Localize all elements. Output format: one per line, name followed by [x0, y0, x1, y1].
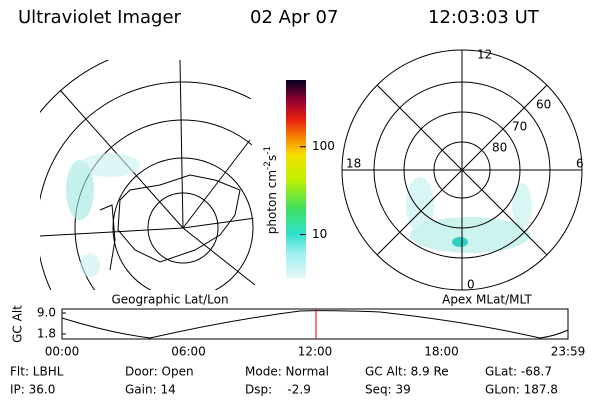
colorbar-tick-label: 100: [312, 139, 335, 153]
x-tick-label: 06:00: [171, 345, 206, 359]
geo-map: [40, 60, 255, 290]
orbit-curve: [61, 310, 569, 339]
info-field: Dsp: -2.9: [245, 383, 311, 397]
label-part: -1: [263, 146, 273, 155]
time: 12:03:03 UT: [428, 7, 540, 28]
colorbar-tick-label: 10: [312, 227, 327, 241]
x-tick-label: 00:00: [45, 345, 80, 359]
lat-label: 70: [512, 120, 527, 134]
info-field: Gain: 14: [125, 383, 176, 397]
x-tick-label: 12:00: [298, 345, 333, 359]
label-part: s: [265, 155, 279, 161]
info-field: Mode: Normal: [245, 365, 329, 379]
lat-label: 60: [536, 98, 551, 112]
info-field: Door: Open: [125, 365, 194, 379]
y-tick-label: 9.0: [37, 306, 56, 320]
info-field: Seq: 39: [365, 383, 411, 397]
info-field: GLon: 187.8: [485, 383, 558, 397]
x-tick-label: 18:00: [424, 345, 459, 359]
mlt-label: 6: [576, 157, 584, 171]
lat-label: 80: [492, 141, 507, 155]
info-field: GLat: -68.7: [485, 365, 552, 379]
label-part: -2: [263, 161, 273, 170]
date: 02 Apr 07: [250, 7, 338, 28]
info-field: GC Alt: 8.9 Re: [365, 365, 449, 379]
x-tick-label: 23:59: [551, 345, 586, 359]
mlt-label: 18: [346, 157, 361, 171]
label-part: photon cm: [265, 170, 279, 234]
polar-label: Apex MLat/MLT: [442, 293, 532, 307]
info-field: Flt: LBHL: [10, 365, 64, 379]
polar-plot: [341, 49, 583, 291]
info-field: IP: 36.0: [10, 383, 55, 397]
colorbar-label: photon cm-2s-1: [263, 146, 279, 235]
mlt-label: 12: [477, 48, 492, 62]
mlt-label: 0: [467, 278, 475, 292]
y-tick-label: 1.8: [37, 327, 56, 341]
title: Ultraviolet Imager: [18, 7, 182, 28]
map-label: Geographic Lat/Lon: [111, 293, 228, 307]
orbit-ylabel: GC Alt: [11, 305, 25, 343]
orbit-box: [61, 308, 569, 340]
colorbar: [286, 80, 306, 278]
